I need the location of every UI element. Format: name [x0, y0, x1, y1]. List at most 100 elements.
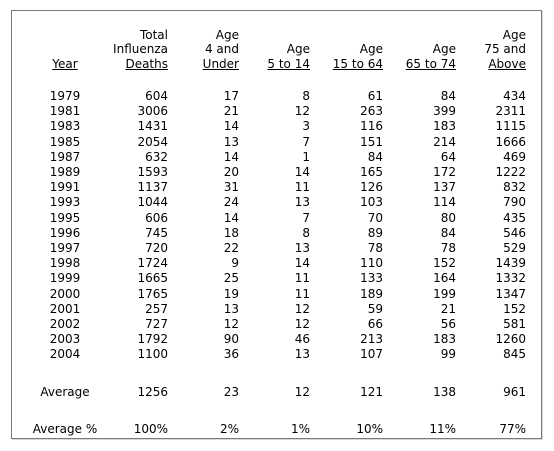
value-cell: 12: [294, 316, 310, 331]
average-row: Average 1256 23 12 121 138 961: [18, 385, 526, 400]
header-year: Year: [52, 56, 78, 71]
row-label-cell: 1979: [49, 88, 81, 103]
value-cell: 1%: [290, 421, 310, 436]
value-cell: 59: [367, 301, 383, 316]
table-row: 1989 1593 20 14 165 172 1222: [18, 165, 526, 180]
value-cell: 165: [360, 164, 383, 179]
average-percent-row: Average % 100% 2% 1% 10% 11% 77%: [18, 422, 526, 437]
value-cell: 36: [223, 347, 239, 362]
row-label-cell: 1983: [49, 119, 81, 134]
row-label-cell: 2003: [49, 332, 81, 347]
value-cell: 21: [440, 301, 456, 316]
value-cell: 845: [503, 347, 526, 362]
value-cell: 22: [223, 240, 239, 255]
value-cell: 1792: [137, 332, 168, 347]
value-cell: 172: [433, 164, 456, 179]
value-cell: 152: [433, 256, 456, 271]
value-cell: 3: [302, 119, 310, 134]
value-cell: 84: [367, 149, 383, 164]
value-cell: 13: [223, 134, 239, 149]
value-cell: 12: [294, 301, 310, 316]
value-cell: 13: [294, 347, 310, 362]
value-cell: 137: [433, 180, 456, 195]
value-cell: 80: [440, 210, 456, 225]
value-cell: 1: [302, 149, 310, 164]
value-cell: 727: [145, 316, 168, 331]
table-row: 2000 1765 19 11 189 199 1347: [18, 287, 526, 302]
value-cell: 11%: [429, 421, 456, 436]
value-cell: 23: [223, 384, 239, 399]
value-cell: 14: [294, 164, 310, 179]
row-label-cell: 1987: [49, 149, 81, 164]
value-cell: 199: [433, 286, 456, 301]
value-cell: 84: [440, 225, 456, 240]
value-cell: 12: [294, 384, 310, 399]
value-cell: 1347: [495, 286, 526, 301]
header-age-5-14: Age 5 to 14: [267, 42, 310, 71]
row-label-cell: 2004: [49, 347, 81, 362]
value-cell: 529: [503, 240, 526, 255]
value-cell: 7: [302, 134, 310, 149]
value-cell: 1593: [137, 164, 168, 179]
value-cell: 126: [360, 180, 383, 195]
value-cell: 14: [223, 210, 239, 225]
value-cell: 435: [503, 210, 526, 225]
value-cell: 8: [302, 225, 310, 240]
value-cell: 90: [223, 332, 239, 347]
value-cell: 1260: [495, 332, 526, 347]
value-cell: 114: [433, 195, 456, 210]
value-cell: 12: [223, 316, 239, 331]
table-row: 2003 1792 90 46 213 183 1260: [18, 332, 526, 347]
value-cell: 183: [433, 332, 456, 347]
value-cell: 399: [433, 104, 456, 119]
value-cell: 189: [360, 286, 383, 301]
row-label-cell: 1989: [49, 164, 81, 179]
row-label-cell: 1993: [49, 195, 81, 210]
table-row: 1991 1137 31 11 126 137 832: [18, 180, 526, 195]
value-cell: 133: [360, 271, 383, 286]
row-label-cell: 1999: [49, 271, 81, 286]
value-cell: 263: [360, 104, 383, 119]
value-cell: 78: [367, 240, 383, 255]
value-cell: 581: [503, 316, 526, 331]
value-cell: 1222: [495, 164, 526, 179]
value-cell: 434: [503, 88, 526, 103]
row-label-cell: Average %: [32, 421, 98, 436]
row-label-cell: 1985: [49, 134, 81, 149]
value-cell: 138: [433, 384, 456, 399]
spacer-row: [18, 400, 526, 422]
row-label-cell: 1998: [49, 256, 81, 271]
value-cell: 77%: [499, 421, 526, 436]
value-cell: 1044: [137, 195, 168, 210]
value-cell: 183: [433, 119, 456, 134]
value-cell: 100%: [133, 421, 168, 436]
value-cell: 790: [503, 195, 526, 210]
value-cell: 24: [223, 195, 239, 210]
value-cell: 1431: [137, 119, 168, 134]
row-label-cell: 1991: [49, 180, 81, 195]
table-row: 1998 1724 9 14 110 152 1439: [18, 256, 526, 271]
value-cell: 19: [223, 286, 239, 301]
value-cell: 606: [145, 210, 168, 225]
value-cell: 2%: [219, 421, 239, 436]
value-cell: 89: [367, 225, 383, 240]
header-age-65-74: Age 65 to 74: [405, 42, 456, 71]
value-cell: 103: [360, 195, 383, 210]
value-cell: 56: [440, 316, 456, 331]
value-cell: 1115: [495, 119, 526, 134]
header-total-deaths: Total Influenza Deaths: [113, 28, 168, 71]
header-age-75-above: Age 75 and Above: [484, 28, 526, 71]
row-label-cell: 1997: [49, 240, 81, 255]
table-row: 1997 720 22 13 78 78 529: [18, 241, 526, 256]
value-cell: 8: [302, 88, 310, 103]
value-cell: 64: [440, 149, 456, 164]
table-row: 2001 257 13 12 59 21 152: [18, 302, 526, 317]
value-cell: 832: [503, 180, 526, 195]
value-cell: 213: [360, 332, 383, 347]
value-cell: 214: [433, 134, 456, 149]
table-row: 1995 606 14 7 70 80 435: [18, 211, 526, 226]
value-cell: 70: [367, 210, 383, 225]
value-cell: 116: [360, 119, 383, 134]
row-label-cell: 2001: [49, 301, 81, 316]
value-cell: 1439: [495, 256, 526, 271]
